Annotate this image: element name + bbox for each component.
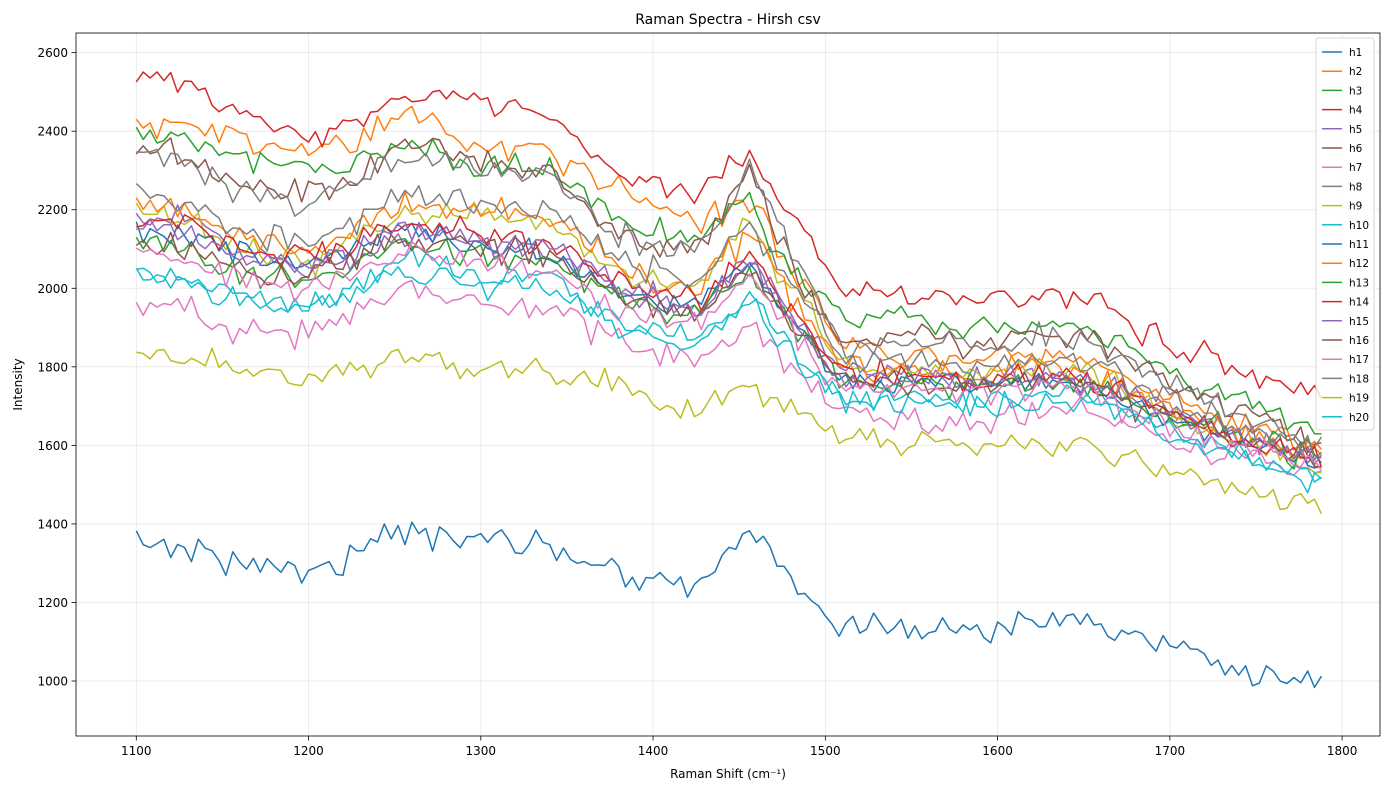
series-line-h16 xyxy=(135,231,1322,468)
series-lines xyxy=(135,71,1323,689)
plot-frame xyxy=(75,32,1381,737)
series-line-h3 xyxy=(135,126,1322,435)
legend-label: h16 xyxy=(1349,335,1369,347)
y-tick-label: 1200 xyxy=(37,596,68,610)
legend-label: h10 xyxy=(1349,220,1369,232)
legend-label: h20 xyxy=(1349,412,1369,424)
series-line-h1 xyxy=(135,521,1323,689)
legend-label: h13 xyxy=(1349,277,1369,289)
y-tick-label: 2600 xyxy=(37,46,68,60)
legend-label: h18 xyxy=(1349,373,1369,385)
y-tick-label: 2200 xyxy=(37,203,68,217)
x-axis-label: Raman Shift (cm⁻¹) xyxy=(670,767,786,781)
series-line-h2 xyxy=(135,105,1322,451)
series-line-h15 xyxy=(136,218,1323,466)
legend-label: h2 xyxy=(1349,66,1362,78)
legend-label: h19 xyxy=(1349,393,1369,405)
y-axis-label: Intensity xyxy=(11,358,25,410)
x-tick-label: 1100 xyxy=(121,744,152,758)
legend-label: h14 xyxy=(1349,297,1369,309)
y-tick-label: 2000 xyxy=(37,282,68,296)
y-axis: 1000 1200 1400 1600 1800 2000 2200 2400 2600 xyxy=(37,46,76,689)
legend-box xyxy=(1315,37,1375,431)
legend: h1 h2 h3 h4 h5 h6 h7 h8 h9 h10 h11 h12 h13 h14 h15 h16 h… xyxy=(1315,37,1375,431)
series-line-h4 xyxy=(135,71,1323,399)
y-tick-label: 1800 xyxy=(37,360,68,374)
series-line-h18 xyxy=(135,183,1322,461)
y-tick-label: 2400 xyxy=(37,125,68,139)
y-tick-label: 1400 xyxy=(37,517,68,531)
x-tick-label: 1400 xyxy=(638,744,669,758)
y-tick-label: 1600 xyxy=(37,439,68,453)
series-line-h6 xyxy=(135,137,1322,454)
legend-label: h15 xyxy=(1349,316,1369,328)
legend-label: h17 xyxy=(1349,354,1369,366)
legend-label: h5 xyxy=(1349,124,1362,136)
series-line-h14 xyxy=(136,214,1323,468)
legend-label: h6 xyxy=(1349,143,1363,155)
series-line-h10 xyxy=(136,246,1322,483)
series-line-h8 xyxy=(136,148,1323,448)
series-line-h17 xyxy=(135,241,1323,471)
x-tick-label: 1800 xyxy=(1327,744,1358,758)
series-line-h20 xyxy=(135,265,1322,494)
x-tick-label: 1200 xyxy=(293,744,324,758)
legend-label: h8 xyxy=(1349,181,1362,193)
series-line-h7 xyxy=(135,279,1322,476)
legend-label: h4 xyxy=(1349,105,1363,117)
series-line-h19 xyxy=(136,347,1323,515)
x-tick-label: 1500 xyxy=(810,744,841,758)
chart-title: Raman Spectra - Hirsh csv xyxy=(635,12,820,28)
y-tick-label: 1000 xyxy=(37,675,68,689)
legend-label: h3 xyxy=(1349,85,1362,97)
x-tick-label: 1600 xyxy=(982,744,1013,758)
legend-label: h1 xyxy=(1349,47,1362,59)
legend-label: h12 xyxy=(1349,258,1369,270)
x-tick-label: 1300 xyxy=(466,744,497,758)
legend-label: h11 xyxy=(1349,239,1369,251)
legend-label: h9 xyxy=(1349,201,1362,213)
legend-label: h7 xyxy=(1349,162,1362,174)
x-tick-label: 1700 xyxy=(1155,744,1186,758)
x-axis: 1100 1200 1300 1400 1500 1600 1700 1800 xyxy=(121,736,1357,758)
